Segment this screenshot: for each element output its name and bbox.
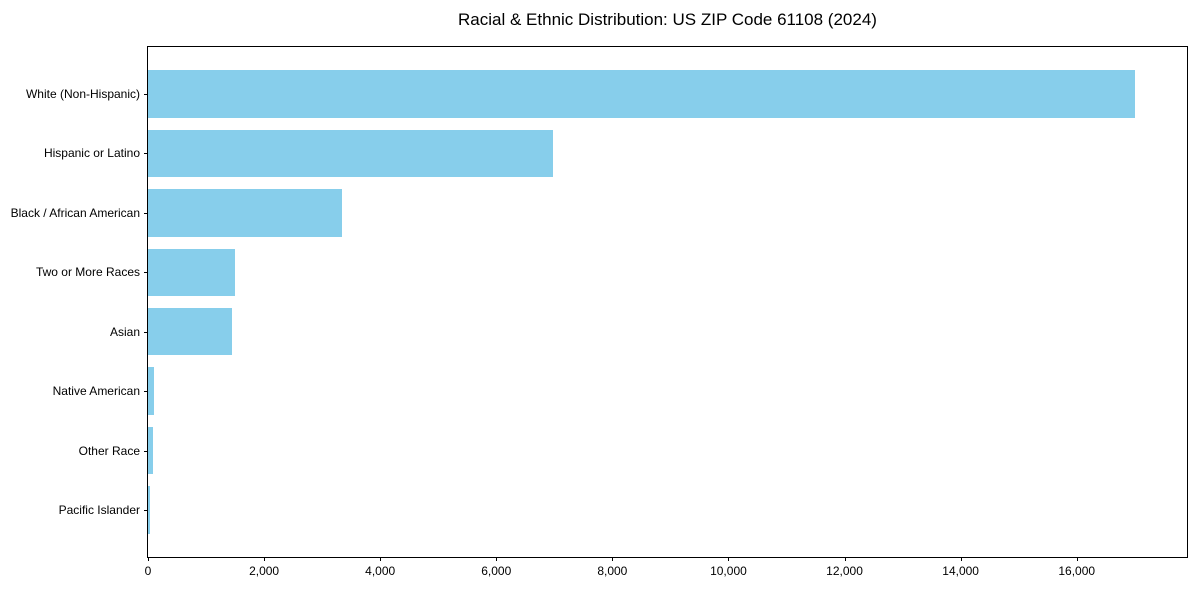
- y-axis-label: Asian: [109, 324, 140, 339]
- x-axis-tick: [148, 557, 149, 561]
- x-axis-tick-label: 6,000: [481, 564, 512, 578]
- x-axis-tick-label: 12,000: [826, 564, 863, 578]
- bar: [148, 248, 236, 297]
- y-axis-tick: [144, 153, 148, 155]
- x-axis-tick: [380, 557, 382, 561]
- chart-title: Racial & Ethnic Distribution: US ZIP Cod…: [458, 10, 877, 29]
- y-axis-tick: [144, 391, 148, 393]
- bar: [148, 129, 553, 178]
- x-axis-tick: [1076, 557, 1078, 561]
- y-axis-tick: [144, 510, 148, 512]
- y-axis-tick: [144, 272, 148, 274]
- x-axis-tick-label: 2,000: [249, 564, 280, 578]
- x-axis-tick-label: 4,000: [365, 564, 396, 578]
- y-axis-label: Hispanic or Latino: [43, 146, 140, 161]
- bar: [148, 307, 232, 356]
- x-axis-tick-label: 14,000: [942, 564, 979, 578]
- x-axis-tick-label: 16,000: [1058, 564, 1096, 578]
- bar: [148, 426, 153, 475]
- x-axis-tick-label: 8,000: [597, 564, 628, 578]
- bar: [148, 70, 1135, 118]
- y-axis-label: White (Non-Hispanic): [25, 86, 140, 101]
- x-axis-tick-label: 0: [144, 564, 152, 578]
- x-axis-tick: [264, 557, 266, 561]
- bar: [148, 367, 154, 415]
- x-axis-tick-label: 10,000: [710, 564, 747, 578]
- plot-area: White (Non-Hispanic) Hispanic or Latino Bl…: [11, 46, 1188, 578]
- x-axis-tick: [728, 557, 730, 561]
- x-axis-tick: [496, 557, 498, 561]
- x-axis-tick: [612, 557, 614, 561]
- y-axis-label: Pacific Islander: [58, 503, 140, 518]
- x-axis-tick: [844, 557, 846, 561]
- y-axis-label: Other Race: [78, 443, 140, 458]
- x-axis-tick: [960, 557, 962, 561]
- y-axis-tick: [144, 331, 148, 333]
- bar: [148, 189, 342, 237]
- y-axis-label: Native American: [52, 384, 140, 399]
- y-axis-label: Two or More Races: [35, 265, 140, 280]
- y-axis-tick: [144, 212, 148, 214]
- y-axis-tick: [144, 450, 148, 452]
- y-axis-tick: [144, 93, 148, 95]
- y-axis-label: Black / African American: [10, 205, 140, 220]
- bar: [148, 486, 151, 534]
